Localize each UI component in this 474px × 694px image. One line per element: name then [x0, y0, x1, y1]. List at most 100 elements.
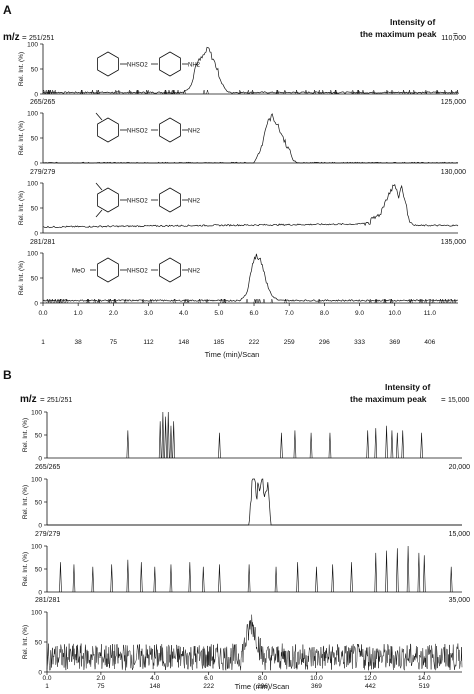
panel-b-spike-3-11 — [247, 564, 251, 593]
panel-a-noise-spike-1 — [47, 89, 51, 95]
panel-a-noise-spike-4 — [258, 298, 261, 304]
panel-a-noise-spike-1 — [283, 89, 287, 95]
panel-a-noise-spike-4 — [374, 298, 378, 304]
panel-b-xtick-scan-7: 519 — [419, 683, 430, 690]
panel-a-noise-spike-1 — [412, 89, 416, 95]
panel-a-xtick-scan-2: 75 — [110, 339, 118, 346]
panel-a-noise-spike-4 — [439, 298, 442, 304]
panel-a-noise-spike-4 — [97, 298, 100, 304]
panel-a-first-ion: 251/251 — [29, 35, 54, 42]
panel-a-noise-spike-1 — [44, 89, 48, 95]
panel-a-noise-spike-1 — [372, 89, 376, 95]
panel-b-spike-3-19 — [396, 548, 399, 593]
panel-b-spike-1-4 — [166, 411, 170, 459]
panel-a-eq: = — [453, 30, 458, 39]
panel-b-spike-1-12 — [366, 430, 369, 459]
panel-a-noise-spike-4 — [420, 298, 424, 304]
panel-a-max-4: 135,000 — [441, 239, 466, 246]
panel-b-ytick-label-2-2: 100 — [31, 477, 42, 484]
pyrimidine-ring-1 — [97, 51, 119, 77]
panel-b-spike-1-5 — [169, 425, 173, 459]
panel-a-ylabel-2: Rel. Int. (%) — [18, 121, 25, 155]
panel-a-series-line-3 — [42, 184, 459, 229]
panel-b-ytick-label-1-1: 50 — [35, 433, 43, 440]
panel-a-noise-spike-1 — [80, 89, 83, 95]
panel-a-noise-spike-1 — [456, 89, 459, 95]
panel-a-max-3: 130,000 — [441, 169, 466, 176]
panel-b-spike-3-23 — [449, 566, 453, 593]
panel-a-noise-spike-4 — [141, 298, 145, 304]
panel-a-noise-spike-4 — [56, 298, 60, 304]
panel-a-xlabel: Time (min)/Scan — [205, 350, 260, 359]
panel-a-noise-spike-1 — [247, 89, 250, 95]
panel-a-noise-spike-1 — [435, 89, 439, 95]
panel-b-series-line-2 — [47, 478, 462, 526]
panel-a-series-line-1 — [42, 46, 459, 94]
panel-a-noise-spike-4 — [450, 298, 453, 304]
panel-b-intensity-line1: Intensity of — [385, 382, 431, 392]
panel-a-noise-spike-4 — [46, 298, 49, 304]
panel-b-spike-1-7 — [218, 432, 221, 459]
panel-a-mz-eq: = — [22, 33, 27, 42]
panel-b-spike-1-16 — [396, 432, 399, 459]
panel-a-xtick-time-0: 0.0 — [38, 310, 47, 317]
panel-b-max-4: 35,000 — [449, 597, 471, 604]
panel-a-noise-spike-1 — [436, 89, 439, 95]
panel-a-noise-spike-1 — [202, 89, 206, 95]
panel-b-xtick-time-1: 2.0 — [96, 675, 105, 682]
panel-a-ytick-label-1-2: 100 — [27, 42, 38, 49]
panel-a-xtick-time-4: 4.0 — [179, 310, 188, 317]
panel-a-xtick-scan-6: 222 — [249, 339, 260, 346]
panel-a-ytick-label-3-0: 0 — [34, 231, 38, 238]
panel-a-noise-spike-4 — [389, 298, 393, 304]
panel-b-spike-3-2 — [91, 566, 95, 593]
panel-b-spike-3-3 — [110, 564, 113, 593]
panel-a-noise-spike-1 — [206, 89, 209, 95]
panel-a-noise-spike-4 — [186, 298, 190, 304]
panel-a-noise-spike-4 — [444, 298, 447, 304]
panel-b-spike-3-16 — [350, 562, 353, 593]
pyrimidine-ring-3 — [97, 187, 119, 213]
nh2-label-2: NH2 — [188, 129, 201, 135]
panel-a-ytick-label-2-2: 100 — [27, 111, 38, 118]
panel-b-xtick-time-4: 8.0 — [258, 675, 267, 682]
panel-b-spike-3-13 — [296, 562, 299, 593]
panel-b-ytick-label-4-0: 0 — [38, 670, 42, 677]
panel-b-xtick-scan-4: 296 — [257, 683, 268, 690]
panel-a-ylabel-3: Rel. Int. (%) — [18, 191, 25, 225]
panel-a-noise-spike-1 — [313, 89, 316, 95]
panel-a-noise-spike-4 — [256, 298, 260, 304]
panel-a-xtick-scan-0: 1 — [41, 339, 45, 346]
panel-a-noise-spike-1 — [351, 89, 355, 95]
panel-a-ytick-label-4-2: 100 — [27, 251, 38, 258]
panel-a-noise-spike-1 — [361, 89, 365, 95]
panel-b-spike-3-18 — [385, 550, 388, 593]
panel-b-ion-label-2: 265/265 — [35, 464, 60, 471]
panel-a-noise-spike-4 — [262, 298, 266, 304]
panel-a-noise-spike-1 — [42, 89, 46, 95]
panel-b-spike-3-22 — [422, 555, 426, 593]
panel-a-ion-label-2: 265/265 — [30, 99, 55, 106]
panel-a-noise-spike-1 — [164, 89, 168, 95]
panel-b-spike-1-13 — [374, 428, 378, 459]
panel-b-xtick-time-6: 12.0 — [364, 675, 377, 682]
panel-b-max-2: 20,000 — [449, 464, 471, 471]
panel-a-noise-spike-4 — [48, 298, 51, 304]
panel-b-ytick-label-1-0: 0 — [38, 456, 42, 463]
panel-a-max-2: 125,000 — [441, 99, 466, 106]
panel-a-noise-spike-1 — [47, 89, 50, 95]
panel-a-ytick-label-3-1: 50 — [31, 206, 39, 213]
panel-a-noise-spike-4 — [62, 298, 65, 304]
panel-a-noise-spike-4 — [54, 298, 57, 304]
panel-b-ion-label-3: 279/279 — [35, 531, 60, 538]
panel-a-ion-label-4: 281/281 — [30, 239, 55, 246]
panel-b-ytick-label-4-1: 50 — [35, 640, 43, 647]
panel-a-noise-spike-1 — [402, 89, 405, 95]
panel-a-noise-spike-1 — [91, 89, 94, 95]
panel-a-noise-spike-1 — [356, 89, 360, 95]
panel-a-xtick-time-5: 5.0 — [214, 310, 223, 317]
panel-a-xtick-scan-4: 148 — [178, 339, 189, 346]
panel-a-noise-spike-1 — [334, 89, 337, 95]
